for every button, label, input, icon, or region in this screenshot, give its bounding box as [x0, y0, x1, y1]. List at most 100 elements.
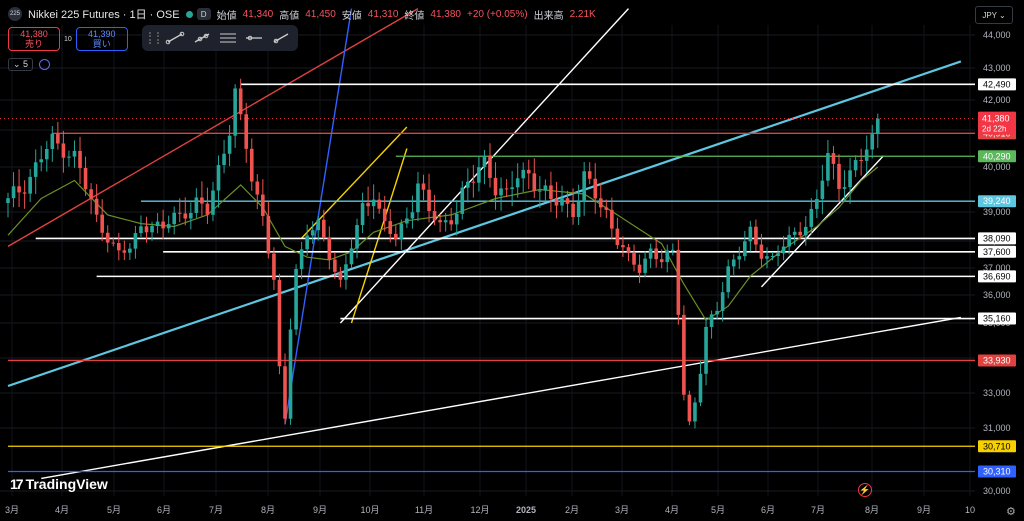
time-tick-label: 4月 — [55, 505, 69, 515]
candle — [554, 198, 559, 206]
candle — [244, 114, 249, 149]
trend-line — [350, 148, 408, 324]
candle — [765, 256, 769, 259]
candle — [255, 181, 260, 195]
candle — [704, 326, 708, 374]
candle — [737, 256, 742, 260]
candle — [826, 153, 830, 181]
candle — [693, 402, 697, 422]
candle — [366, 203, 370, 207]
candle — [798, 231, 803, 236]
gear-icon[interactable]: ⚙ — [1006, 506, 1016, 518]
level-label-bg — [978, 78, 1016, 91]
candle — [621, 245, 625, 248]
candle — [665, 250, 670, 263]
candle — [294, 268, 298, 330]
time-tick-label: 9月 — [917, 505, 931, 515]
currency-selector[interactable]: JPY ⌄ — [975, 6, 1013, 24]
candle — [183, 213, 188, 219]
sell-button[interactable]: 41,380 売り — [8, 27, 60, 51]
candle — [875, 118, 880, 135]
candle — [78, 150, 82, 168]
candle — [344, 264, 348, 280]
level-label: 30,710 — [983, 441, 1011, 451]
candle — [166, 224, 171, 229]
candle — [560, 198, 564, 206]
candle — [266, 216, 271, 254]
candle — [211, 190, 215, 215]
candle — [11, 186, 16, 199]
horizontal-levels — [0, 83, 975, 473]
price-tick-label: 39,000 — [983, 207, 1011, 217]
time-tick-label: 4月 — [665, 505, 679, 515]
candle — [571, 203, 575, 218]
data-badge: D — [196, 8, 211, 20]
symbol-title[interactable]: Nikkei 225 Futures · 1日 · OSE — [28, 9, 180, 21]
candle — [222, 153, 226, 166]
high-value: 41,450 — [305, 8, 336, 20]
candle — [261, 194, 265, 217]
chevron-down-icon: ⌄ — [998, 10, 1006, 20]
last-price-tag — [978, 111, 1016, 135]
level-label: 30,310 — [983, 466, 1011, 476]
indicator-toggle[interactable]: ⌄ 5 — [8, 58, 34, 71]
candle — [56, 133, 60, 144]
time-tick-label: 10月 — [360, 505, 379, 515]
candle — [820, 180, 825, 199]
buy-button[interactable]: 41,390 買い — [75, 27, 128, 51]
time-axis: 3月 4月 5月 6月 7月 8月 9月 10月 11月 12月 2025 2月 3月 4月 5月 6月 7月 8… — [0, 500, 975, 521]
level-label-bg — [978, 232, 1016, 245]
globe-icon[interactable] — [39, 59, 51, 70]
candle — [604, 207, 609, 210]
trend-line-alt-icon[interactable] — [192, 31, 212, 45]
candle — [432, 211, 437, 221]
candle — [682, 314, 686, 395]
candle — [310, 230, 315, 236]
candle — [870, 134, 875, 150]
candle — [715, 310, 719, 315]
spread-value: 10 — [64, 35, 72, 43]
candle — [133, 233, 138, 249]
candle — [587, 171, 592, 179]
candle — [803, 226, 808, 236]
lightning-icon[interactable]: ⚡ — [858, 483, 872, 497]
time-tick-label: 5月 — [711, 505, 725, 515]
candle — [67, 156, 71, 158]
candle — [676, 249, 681, 315]
candle — [155, 221, 160, 227]
candle — [576, 201, 581, 218]
parallel-channel-icon[interactable] — [218, 31, 238, 45]
candle — [17, 186, 21, 193]
level-label-bg — [978, 195, 1016, 208]
time-tick-label: 8月 — [261, 505, 275, 515]
candle — [615, 228, 620, 246]
candle — [809, 208, 814, 227]
candle — [526, 169, 531, 174]
drag-handle-icon[interactable] — [149, 32, 160, 44]
candle — [360, 203, 365, 226]
candle — [493, 177, 498, 196]
tradingview-logo[interactable]: 17 TradingView — [10, 476, 108, 492]
candle — [316, 219, 321, 231]
candle — [565, 198, 570, 204]
horizontal-line-icon[interactable] — [244, 31, 264, 45]
ray-icon[interactable] — [271, 31, 291, 45]
level-label: 39,240 — [983, 196, 1011, 206]
candle — [731, 259, 736, 267]
price-tick-label: 30,000 — [983, 486, 1011, 496]
candle — [117, 242, 121, 251]
candle — [632, 253, 636, 265]
close-label: 終値 — [404, 10, 425, 22]
level-label-bg — [978, 150, 1016, 163]
candle — [748, 226, 753, 242]
indicator-count: 5 — [23, 59, 29, 69]
candle — [327, 237, 332, 260]
candle — [543, 185, 548, 191]
candle — [89, 189, 93, 199]
trend-line-icon[interactable] — [165, 31, 185, 45]
price-tick-label: 44,000 — [983, 30, 1011, 40]
candle — [61, 143, 66, 158]
trend-line — [7, 60, 962, 388]
candle — [144, 226, 149, 233]
